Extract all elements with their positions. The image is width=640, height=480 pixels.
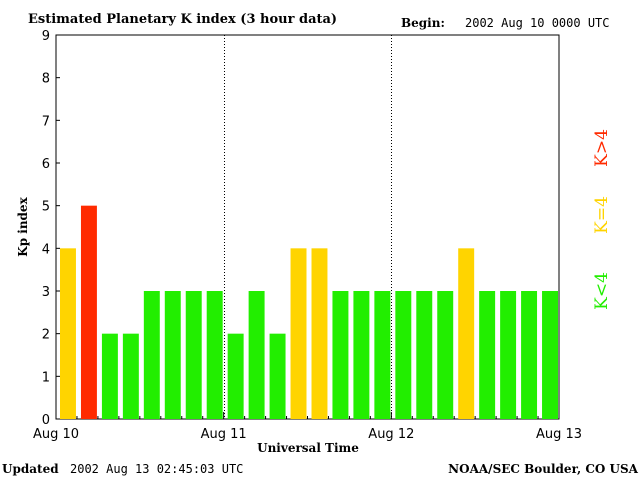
kp-bar (416, 291, 433, 419)
y-tick-label: 2 (42, 328, 50, 343)
begin-value: 2002 Aug 10 0000 UTC (465, 16, 610, 30)
kp-bar (332, 291, 349, 419)
x-tick-label: Aug 13 (536, 427, 582, 442)
kp-bar (353, 291, 370, 419)
legend-k-above-4: K>4 (592, 129, 612, 167)
kp-bar (101, 333, 118, 419)
kp-bar (458, 248, 475, 419)
kp-bar (164, 291, 181, 419)
kp-bar (80, 205, 97, 419)
begin-label: Begin: (401, 16, 445, 30)
kp-bar (374, 291, 391, 419)
kp-bar (60, 248, 76, 419)
day-separators (224, 35, 392, 419)
bars-layer (60, 205, 558, 419)
y-tick-label: 7 (42, 114, 50, 129)
x-axis-ticks: Aug 10 Aug 11 Aug 12 Aug 13 (33, 412, 582, 442)
kp-bar (311, 248, 328, 419)
x-tick-label: Aug 10 (33, 427, 79, 442)
kp-bar (185, 291, 202, 419)
y-axis-label: Kp index (16, 196, 30, 256)
kp-bar (248, 291, 265, 419)
y-axis-ticks: 0 1 2 3 4 5 6 7 8 9 (42, 29, 60, 428)
kp-bar (290, 248, 307, 419)
x-tick-label: Aug 11 (201, 427, 247, 442)
kp-bar (227, 333, 244, 419)
kp-bar (269, 333, 286, 419)
legend-k-below-4: K<4 (592, 272, 612, 310)
chart-title: Estimated Planetary K index (3 hour data… (28, 12, 337, 27)
kp-bar (542, 291, 558, 419)
kp-bar (143, 291, 160, 419)
x-axis-label: Universal Time (257, 441, 359, 455)
y-tick-label: 6 (42, 157, 50, 172)
kp-bar (206, 291, 223, 419)
kp-bar (437, 291, 454, 419)
source-credit: NOAA/SEC Boulder, CO USA (448, 462, 639, 476)
y-tick-label: 8 (42, 72, 50, 87)
kp-bar (500, 291, 517, 419)
plot-frame (55, 34, 560, 420)
x-tick-label: Aug 12 (368, 427, 414, 442)
kp-bar (521, 291, 538, 419)
kp-bar (122, 333, 139, 419)
updated-value: 2002 Aug 13 02:45:03 UTC (70, 462, 243, 476)
y-tick-label: 9 (42, 29, 50, 44)
y-tick-label: 1 (42, 370, 50, 385)
kp-bar (479, 291, 496, 419)
legend-k-equal-4: K=4 (592, 196, 612, 234)
kp-bar (395, 291, 412, 419)
y-tick-label: 5 (42, 200, 50, 215)
y-tick-label: 4 (42, 242, 50, 257)
y-tick-label: 0 (42, 413, 50, 428)
y-tick-label: 3 (42, 285, 50, 300)
updated-label: Updated (2, 462, 59, 476)
